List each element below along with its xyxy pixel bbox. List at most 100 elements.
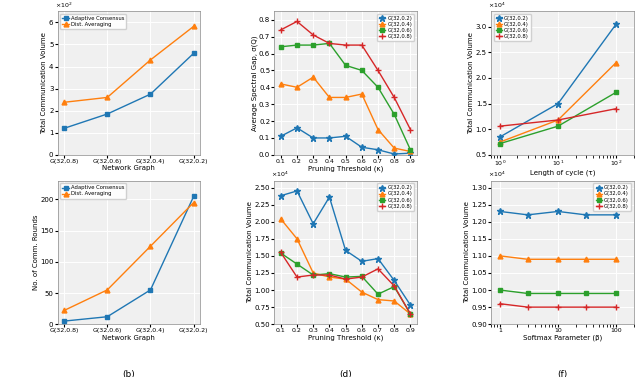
G(32,0.2) (554, 209, 562, 214)
G(32,0.2) (496, 135, 504, 139)
G(32,0.8) (612, 305, 620, 310)
G(32,0.4) (390, 299, 398, 303)
Legend: G(32,0.2), G(32,0.4), G(32,0.6), G(32,0.8): G(32,0.2), G(32,0.4), G(32,0.6), G(32,0.… (377, 14, 414, 41)
G(32,0.8) (293, 275, 301, 279)
G(32,0.4) (293, 236, 301, 241)
G(32,0.8) (374, 68, 382, 73)
Adaptive Consensus (190, 51, 198, 55)
G(32,0.8) (277, 250, 285, 255)
Legend: G(32,0.2), G(32,0.4), G(32,0.6), G(32,0.8): G(32,0.2), G(32,0.4), G(32,0.6), G(32,0.… (493, 14, 531, 41)
G(32,0.2) (326, 136, 333, 140)
G(32,0.6) (309, 273, 317, 277)
G(32,0.2) (309, 221, 317, 226)
Y-axis label: Total Communication Volume: Total Communication Volume (464, 202, 470, 303)
G(32,0.8) (342, 277, 349, 281)
G(32,0.8) (277, 28, 285, 32)
Adaptive Consensus (60, 319, 68, 323)
G(32,0.2) (390, 152, 398, 156)
G(32,0.4) (326, 275, 333, 279)
Line: G(32,0.4): G(32,0.4) (278, 75, 413, 154)
G(32,0.2) (358, 145, 365, 150)
Y-axis label: Total Communication Volume: Total Communication Volume (42, 32, 47, 134)
Adaptive Consensus (147, 92, 154, 97)
Y-axis label: Total Communication Volume: Total Communication Volume (468, 32, 474, 134)
Title: (c): (c) (340, 188, 351, 198)
G(32,0.4) (554, 257, 562, 262)
G(32,0.4) (406, 149, 414, 154)
Line: Dist. Averaging: Dist. Averaging (61, 200, 196, 313)
G(32,0.6) (358, 274, 365, 279)
G(32,0.2) (309, 136, 317, 140)
G(32,0.4) (358, 92, 365, 96)
G(32,0.4) (612, 60, 620, 65)
Line: Dist. Averaging: Dist. Averaging (61, 24, 196, 105)
G(32,0.8) (326, 41, 333, 46)
Dist. Averaging (60, 100, 68, 104)
G(32,0.4) (582, 257, 589, 262)
G(32,0.6) (293, 43, 301, 48)
Dist. Averaging (190, 200, 198, 205)
G(32,0.4) (277, 82, 285, 86)
G(32,0.2) (390, 278, 398, 283)
Line: G(32,0.4): G(32,0.4) (497, 253, 618, 262)
Line: G(32,0.8): G(32,0.8) (277, 249, 414, 317)
G(32,0.8) (496, 302, 504, 306)
G(32,0.4) (390, 146, 398, 150)
G(32,0.4) (406, 312, 414, 316)
G(32,0.8) (326, 273, 333, 277)
G(32,0.4) (277, 217, 285, 221)
Line: G(32,0.2): G(32,0.2) (277, 187, 414, 308)
G(32,0.8) (524, 305, 532, 310)
G(32,0.6) (524, 291, 532, 296)
G(32,0.8) (309, 33, 317, 37)
Text: $\times10^4$: $\times10^4$ (271, 170, 289, 179)
Dist. Averaging (60, 308, 68, 313)
G(32,0.6) (612, 291, 620, 296)
Text: $\times10^4$: $\times10^4$ (488, 170, 506, 179)
G(32,0.2) (406, 151, 414, 155)
G(32,0.2) (406, 303, 414, 307)
G(32,0.8) (554, 305, 562, 310)
G(32,0.6) (277, 44, 285, 49)
Y-axis label: No. of Comm. Rounds: No. of Comm. Rounds (33, 215, 38, 290)
Legend: G(32,0.2), G(32,0.4), G(32,0.6), G(32,0.8): G(32,0.2), G(32,0.4), G(32,0.6), G(32,0.… (593, 183, 631, 211)
G(32,0.6) (554, 124, 562, 129)
X-axis label: Network Graph: Network Graph (102, 335, 156, 341)
Adaptive Consensus (147, 288, 154, 292)
G(32,0.2) (293, 188, 301, 193)
G(32,0.8) (390, 95, 398, 100)
G(32,0.8) (342, 43, 349, 48)
G(32,0.6) (496, 288, 504, 292)
G(32,0.4) (326, 95, 333, 100)
G(32,0.2) (342, 248, 349, 253)
G(32,0.6) (277, 251, 285, 255)
G(32,0.2) (374, 147, 382, 152)
Title: (a): (a) (123, 188, 135, 198)
Line: G(32,0.2): G(32,0.2) (497, 208, 620, 218)
G(32,0.4) (309, 75, 317, 80)
G(32,0.8) (309, 273, 317, 277)
Line: G(32,0.4): G(32,0.4) (278, 216, 413, 316)
G(32,0.4) (374, 297, 382, 302)
X-axis label: Length of cycle (τ): Length of cycle (τ) (529, 170, 595, 176)
Dist. Averaging (190, 24, 198, 29)
G(32,0.2) (293, 126, 301, 130)
Dist. Averaging (104, 288, 111, 292)
Legend: Adaptive Consensus, Dist. Averaging: Adaptive Consensus, Dist. Averaging (60, 14, 127, 29)
Dist. Averaging (147, 244, 154, 248)
G(32,0.8) (358, 43, 365, 48)
Legend: Adaptive Consensus, Dist. Averaging: Adaptive Consensus, Dist. Averaging (60, 183, 127, 199)
G(32,0.2) (277, 134, 285, 138)
G(32,0.4) (496, 254, 504, 258)
G(32,0.6) (406, 147, 414, 152)
Line: G(32,0.8): G(32,0.8) (497, 105, 620, 130)
G(32,0.4) (342, 277, 349, 281)
G(32,0.6) (390, 284, 398, 289)
Adaptive Consensus (104, 314, 111, 319)
G(32,0.6) (342, 63, 349, 67)
G(32,0.8) (554, 118, 562, 122)
G(32,0.2) (326, 195, 333, 199)
G(32,0.2) (496, 209, 504, 214)
Title: (f): (f) (557, 369, 568, 377)
G(32,0.8) (374, 267, 382, 271)
